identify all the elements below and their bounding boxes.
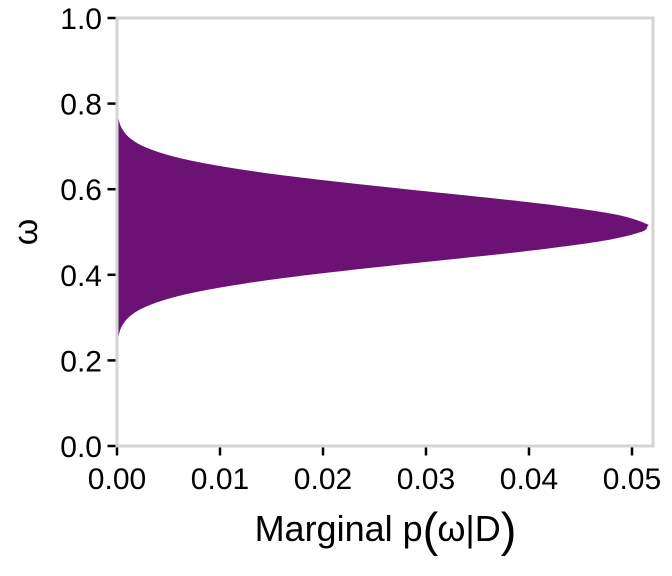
density-area	[117, 103, 649, 344]
y-axis-title: ω	[7, 218, 45, 246]
panel-border	[115, 16, 655, 448]
x-tick-label: 0.03	[397, 463, 455, 496]
y-tick-label: 0.2	[60, 345, 102, 378]
x-tick-label: 0.00	[88, 463, 146, 496]
x-axis-title-open-paren: (	[422, 503, 439, 556]
x-tick-label: 0.04	[500, 463, 558, 496]
y-tick-label: 0.0	[60, 431, 102, 464]
x-axis-title: Marginal p(ω|D)	[117, 499, 653, 560]
x-axis-title-variable: ω|D	[437, 508, 501, 549]
y-tick-label: 0.4	[60, 260, 102, 293]
x-tick-label: 0.02	[294, 463, 352, 496]
x-tick-label: 0.05	[603, 463, 661, 496]
x-axis-title-text: Marginal p	[254, 508, 423, 549]
y-tick-label: 1.0	[60, 3, 102, 36]
x-axis-title-close-paren: )	[500, 503, 517, 556]
y-tick-label: 0.8	[60, 89, 102, 122]
x-tick-label: 0.01	[191, 463, 249, 496]
y-tick-label: 0.6	[60, 174, 102, 207]
